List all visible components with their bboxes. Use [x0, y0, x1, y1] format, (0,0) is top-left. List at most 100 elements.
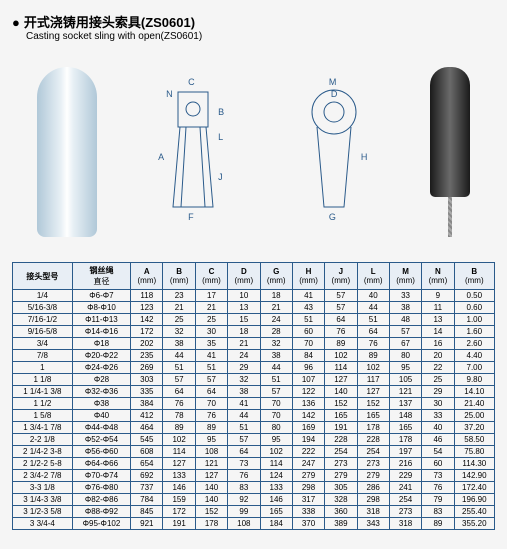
table-cell: 57 [325, 290, 357, 302]
table-cell: 152 [195, 506, 227, 518]
table-cell: 194 [292, 434, 324, 446]
technical-drawing-top: M D H G [289, 77, 379, 227]
table-cell: 608 [131, 446, 163, 458]
dim-n: N [166, 89, 173, 99]
table-cell: 255.40 [454, 506, 494, 518]
table-cell: 64 [357, 326, 389, 338]
table-cell: 37.20 [454, 422, 494, 434]
table-cell: 60 [292, 326, 324, 338]
dim-f: F [188, 212, 194, 222]
table-cell: 25 [195, 314, 227, 326]
table-cell: 32 [228, 374, 260, 386]
table-cell: 51 [292, 314, 324, 326]
table-cell: 335 [131, 386, 163, 398]
table-cell: Φ76-Φ80 [72, 482, 130, 494]
table-cell: 148 [389, 410, 421, 422]
table-cell: 2 3/4-2 7/8 [13, 470, 73, 482]
table-cell: 172.40 [454, 482, 494, 494]
table-cell: Φ24-Φ26 [72, 362, 130, 374]
table-cell: 99 [228, 506, 260, 518]
table-cell: 22 [422, 362, 454, 374]
table-cell: 38 [228, 386, 260, 398]
table-cell: 14 [422, 326, 454, 338]
table-cell: Φ6-Φ7 [72, 290, 130, 302]
table-cell: 114.30 [454, 458, 494, 470]
table-cell: 43 [292, 302, 324, 314]
table-cell: 25 [422, 374, 454, 386]
table-cell: 114 [260, 458, 292, 470]
table-cell: Φ14-Φ16 [72, 326, 130, 338]
table-cell: 35 [195, 338, 227, 350]
table-cell: 1/4 [13, 290, 73, 302]
table-cell: 254 [389, 494, 421, 506]
table-cell: 2 1/4-2 3-8 [13, 446, 73, 458]
table-cell: 79 [422, 494, 454, 506]
column-header: L(mm) [357, 263, 389, 290]
table-cell: Φ18 [72, 338, 130, 350]
column-header: C(mm) [195, 263, 227, 290]
table-cell: 317 [292, 494, 324, 506]
table-cell: 165 [260, 506, 292, 518]
table-cell: 17 [195, 290, 227, 302]
table-cell: 102 [260, 446, 292, 458]
table-cell: 57 [389, 326, 421, 338]
table-cell: 51 [260, 374, 292, 386]
table-cell: 355.20 [454, 518, 494, 530]
table-cell: 254 [325, 446, 357, 458]
table-cell: 13 [422, 314, 454, 326]
table-cell: 33 [389, 290, 421, 302]
table-cell: 15 [228, 314, 260, 326]
table-cell: 64 [163, 386, 195, 398]
table-cell: 784 [131, 494, 163, 506]
table-cell: 921 [131, 518, 163, 530]
table-cell: 121 [389, 386, 421, 398]
table-cell: 178 [195, 518, 227, 530]
table-cell: 654 [131, 458, 163, 470]
table-row: 3 1/4-3 3/8Φ82-Φ867841591409214631732829… [13, 494, 495, 506]
table-row: 2 3/4-2 7/8Φ70-Φ746921331277612427927927… [13, 470, 495, 482]
table-cell: 57 [163, 374, 195, 386]
table-cell: 18 [228, 326, 260, 338]
table-cell: 273 [325, 458, 357, 470]
table-cell: 305 [325, 482, 357, 494]
table-cell: 303 [131, 374, 163, 386]
table-cell: 60 [422, 458, 454, 470]
table-cell: 165 [389, 422, 421, 434]
column-header: D(mm) [228, 263, 260, 290]
table-cell: 3/4 [13, 338, 73, 350]
table-cell: 7/16-1/2 [13, 314, 73, 326]
table-cell: 102 [163, 434, 195, 446]
table-cell: 114 [163, 446, 195, 458]
table-cell: 21 [228, 338, 260, 350]
table-cell: 318 [357, 506, 389, 518]
table-cell: 96 [292, 362, 324, 374]
table-cell: 83 [228, 482, 260, 494]
table-cell: 228 [325, 434, 357, 446]
column-header: G(mm) [260, 263, 292, 290]
table-cell: 118 [131, 290, 163, 302]
table-cell: 298 [357, 494, 389, 506]
table-cell: 38 [389, 302, 421, 314]
table-row: 5/16-3/8Φ8-Φ101232121132143574438110.60 [13, 302, 495, 314]
table-cell: 9 [422, 290, 454, 302]
table-cell: 0.60 [454, 302, 494, 314]
table-cell: 76 [325, 326, 357, 338]
spec-table: 接头型号钢丝绳直径A(mm)B(mm)C(mm)D(mm)G(mm)H(mm)J… [12, 262, 495, 530]
column-header: 接头型号 [13, 263, 73, 290]
table-cell: 247 [292, 458, 324, 470]
table-cell: 122 [292, 386, 324, 398]
table-cell: 70 [195, 398, 227, 410]
table-cell: 89 [357, 350, 389, 362]
table-row: 1 3/4-1 7/8Φ44-Φ484648989518016919117816… [13, 422, 495, 434]
table-cell: 108 [228, 518, 260, 530]
table-cell: 30 [195, 326, 227, 338]
table-cell: 48 [389, 314, 421, 326]
table-cell: 273 [389, 506, 421, 518]
table-cell: 78 [163, 410, 195, 422]
table-cell: 3-3 1/8 [13, 482, 73, 494]
table-cell: 11 [422, 302, 454, 314]
table-cell: 41 [228, 398, 260, 410]
table-row: 7/16-1/2Φ11-Φ131422525152451645148131.00 [13, 314, 495, 326]
table-cell: 84 [292, 350, 324, 362]
table-cell: 51 [163, 362, 195, 374]
